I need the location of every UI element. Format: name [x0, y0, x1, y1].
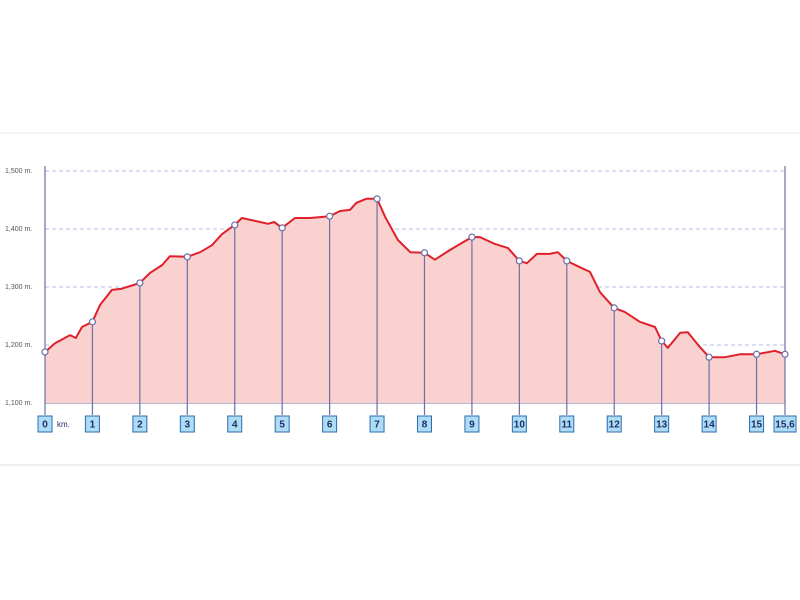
- x-tick-label: 9: [469, 420, 475, 431]
- y-tick-label: 1,500 m.: [5, 168, 32, 175]
- point-marker: [705, 353, 713, 361]
- point-marker: [420, 249, 429, 257]
- line: [44, 197, 786, 359]
- y-tick-label: 1,100 m.: [5, 400, 32, 407]
- x-tick-box: [511, 415, 527, 433]
- point-marker: [781, 350, 789, 358]
- x-tick-box: [132, 415, 148, 433]
- y-tick-label: 1,400 m.: [5, 226, 32, 233]
- y-tick-label: 1,300 m.: [5, 284, 32, 291]
- x-tick-label: 3: [185, 420, 191, 431]
- point-marker: [183, 253, 191, 261]
- x-tick-label: 8: [422, 420, 428, 431]
- point-marker: [88, 318, 97, 326]
- x-tick-box: [37, 415, 53, 433]
- x-tick-label: 15: [751, 420, 763, 431]
- x-tick-label: 6: [327, 420, 333, 431]
- x-tick-box: [416, 415, 432, 433]
- x-tick-label: 10: [514, 420, 526, 431]
- x-tick-label: 4: [232, 420, 238, 431]
- x-tick-box: [559, 415, 575, 433]
- x-tick-box: [322, 415, 338, 433]
- x-tick-label: 0: [42, 420, 48, 431]
- x-tick-label: 12: [609, 420, 621, 431]
- x-tick-box: [701, 415, 717, 433]
- x-tick-box: [227, 415, 243, 433]
- x-tick-label: 5: [279, 420, 285, 431]
- x-tick-label: 13: [656, 420, 668, 431]
- x-tick-label: 11: [562, 420, 573, 431]
- point-marker: [563, 257, 571, 265]
- point-marker: [231, 221, 239, 229]
- point-marker: [468, 233, 476, 241]
- x-tick-box: [654, 415, 670, 433]
- x-tick-box: [773, 415, 797, 433]
- point-marker: [752, 350, 761, 358]
- point-marker: [610, 304, 618, 312]
- point-marker: [658, 337, 666, 345]
- x-tick-box: [179, 415, 195, 433]
- x-tick-box: [749, 415, 765, 433]
- x-tick-box: [464, 415, 480, 433]
- point-marker: [278, 224, 286, 232]
- point-marker: [515, 257, 523, 265]
- x-tick-label: 2: [137, 420, 143, 431]
- x-tick-label: 7: [374, 420, 380, 431]
- x-tick-box: [606, 415, 622, 433]
- x-tick-label: 15,6: [775, 420, 795, 431]
- point-marker: [373, 195, 381, 203]
- point-marker: [41, 348, 49, 356]
- y-tick-label: 1,200 m.: [5, 342, 32, 349]
- x-tick-label: 1: [90, 420, 96, 431]
- x-unit-label: km.: [57, 420, 70, 429]
- point-marker: [326, 212, 334, 220]
- x-tick-box: [84, 415, 100, 433]
- x-tick-label: 14: [704, 420, 716, 431]
- area: [45, 198, 785, 403]
- x-tick-box: [274, 415, 290, 433]
- point-marker: [136, 279, 144, 287]
- x-tick-box: [369, 415, 385, 433]
